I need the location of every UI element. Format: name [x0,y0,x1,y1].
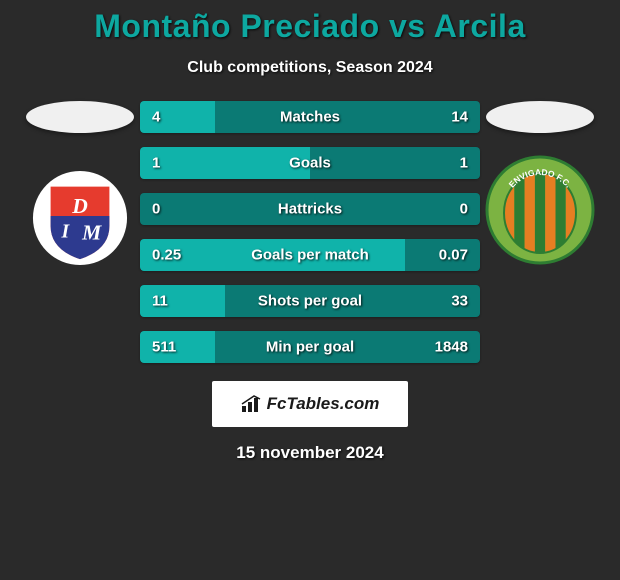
stat-right-value: 1 [460,155,468,172]
envigado-badge-svg: ENVIGADO F.C. [485,155,595,265]
stat-left-value: 0 [152,201,160,218]
stat-label: Goals per match [251,247,369,264]
subtitle: Club competitions, Season 2024 [0,59,620,77]
chart-icon [241,395,263,413]
right-column: ENVIGADO F.C. [480,101,600,265]
svg-text:D: D [71,194,88,218]
stat-row-gpm: 0.25 Goals per match 0.07 [140,239,480,271]
stat-label: Matches [280,109,340,126]
stat-left-value: 1 [152,155,160,172]
stat-row-hattricks: 0 Hattricks 0 [140,193,480,225]
left-club-badge: D I M [31,169,129,267]
stat-label: Hattricks [278,201,342,218]
right-club-badge: ENVIGADO F.C. [485,155,595,265]
stat-left-value: 4 [152,109,160,126]
stat-right-value: 33 [451,293,468,310]
dim-badge-svg: D I M [31,169,129,267]
stat-left-value: 0.25 [152,247,181,264]
stat-row-spg: 11 Shots per goal 33 [140,285,480,317]
stats-column: 4 Matches 14 1 Goals 1 0 Hattricks 0 0.2… [140,101,480,363]
right-player-disc [486,101,594,133]
stat-label: Shots per goal [258,293,362,310]
stat-right-value: 0 [460,201,468,218]
attribution-text: FcTables.com [267,394,380,414]
svg-text:M: M [81,221,102,245]
stat-fill [140,147,310,179]
main-layout: D I M 4 Matches 14 1 Goals 1 0 [0,101,620,363]
attribution-badge: FcTables.com [212,381,408,427]
stat-left-value: 511 [152,339,176,356]
comparison-card: Montaño Preciado vs Arcila Club competit… [0,0,620,463]
date-line: 15 november 2024 [0,443,620,463]
left-player-disc [26,101,134,133]
stat-row-goals: 1 Goals 1 [140,147,480,179]
stat-right-value: 1848 [435,339,468,356]
stat-row-mpg: 511 Min per goal 1848 [140,331,480,363]
stat-left-value: 11 [152,293,168,310]
stat-row-matches: 4 Matches 14 [140,101,480,133]
svg-text:I: I [60,222,70,243]
stat-label: Goals [289,155,331,172]
stat-right-value: 0.07 [439,247,468,264]
stat-label: Min per goal [266,339,354,356]
stat-right-value: 14 [451,109,468,126]
left-column: D I M [20,101,140,267]
page-title: Montaño Preciado vs Arcila [0,8,620,45]
